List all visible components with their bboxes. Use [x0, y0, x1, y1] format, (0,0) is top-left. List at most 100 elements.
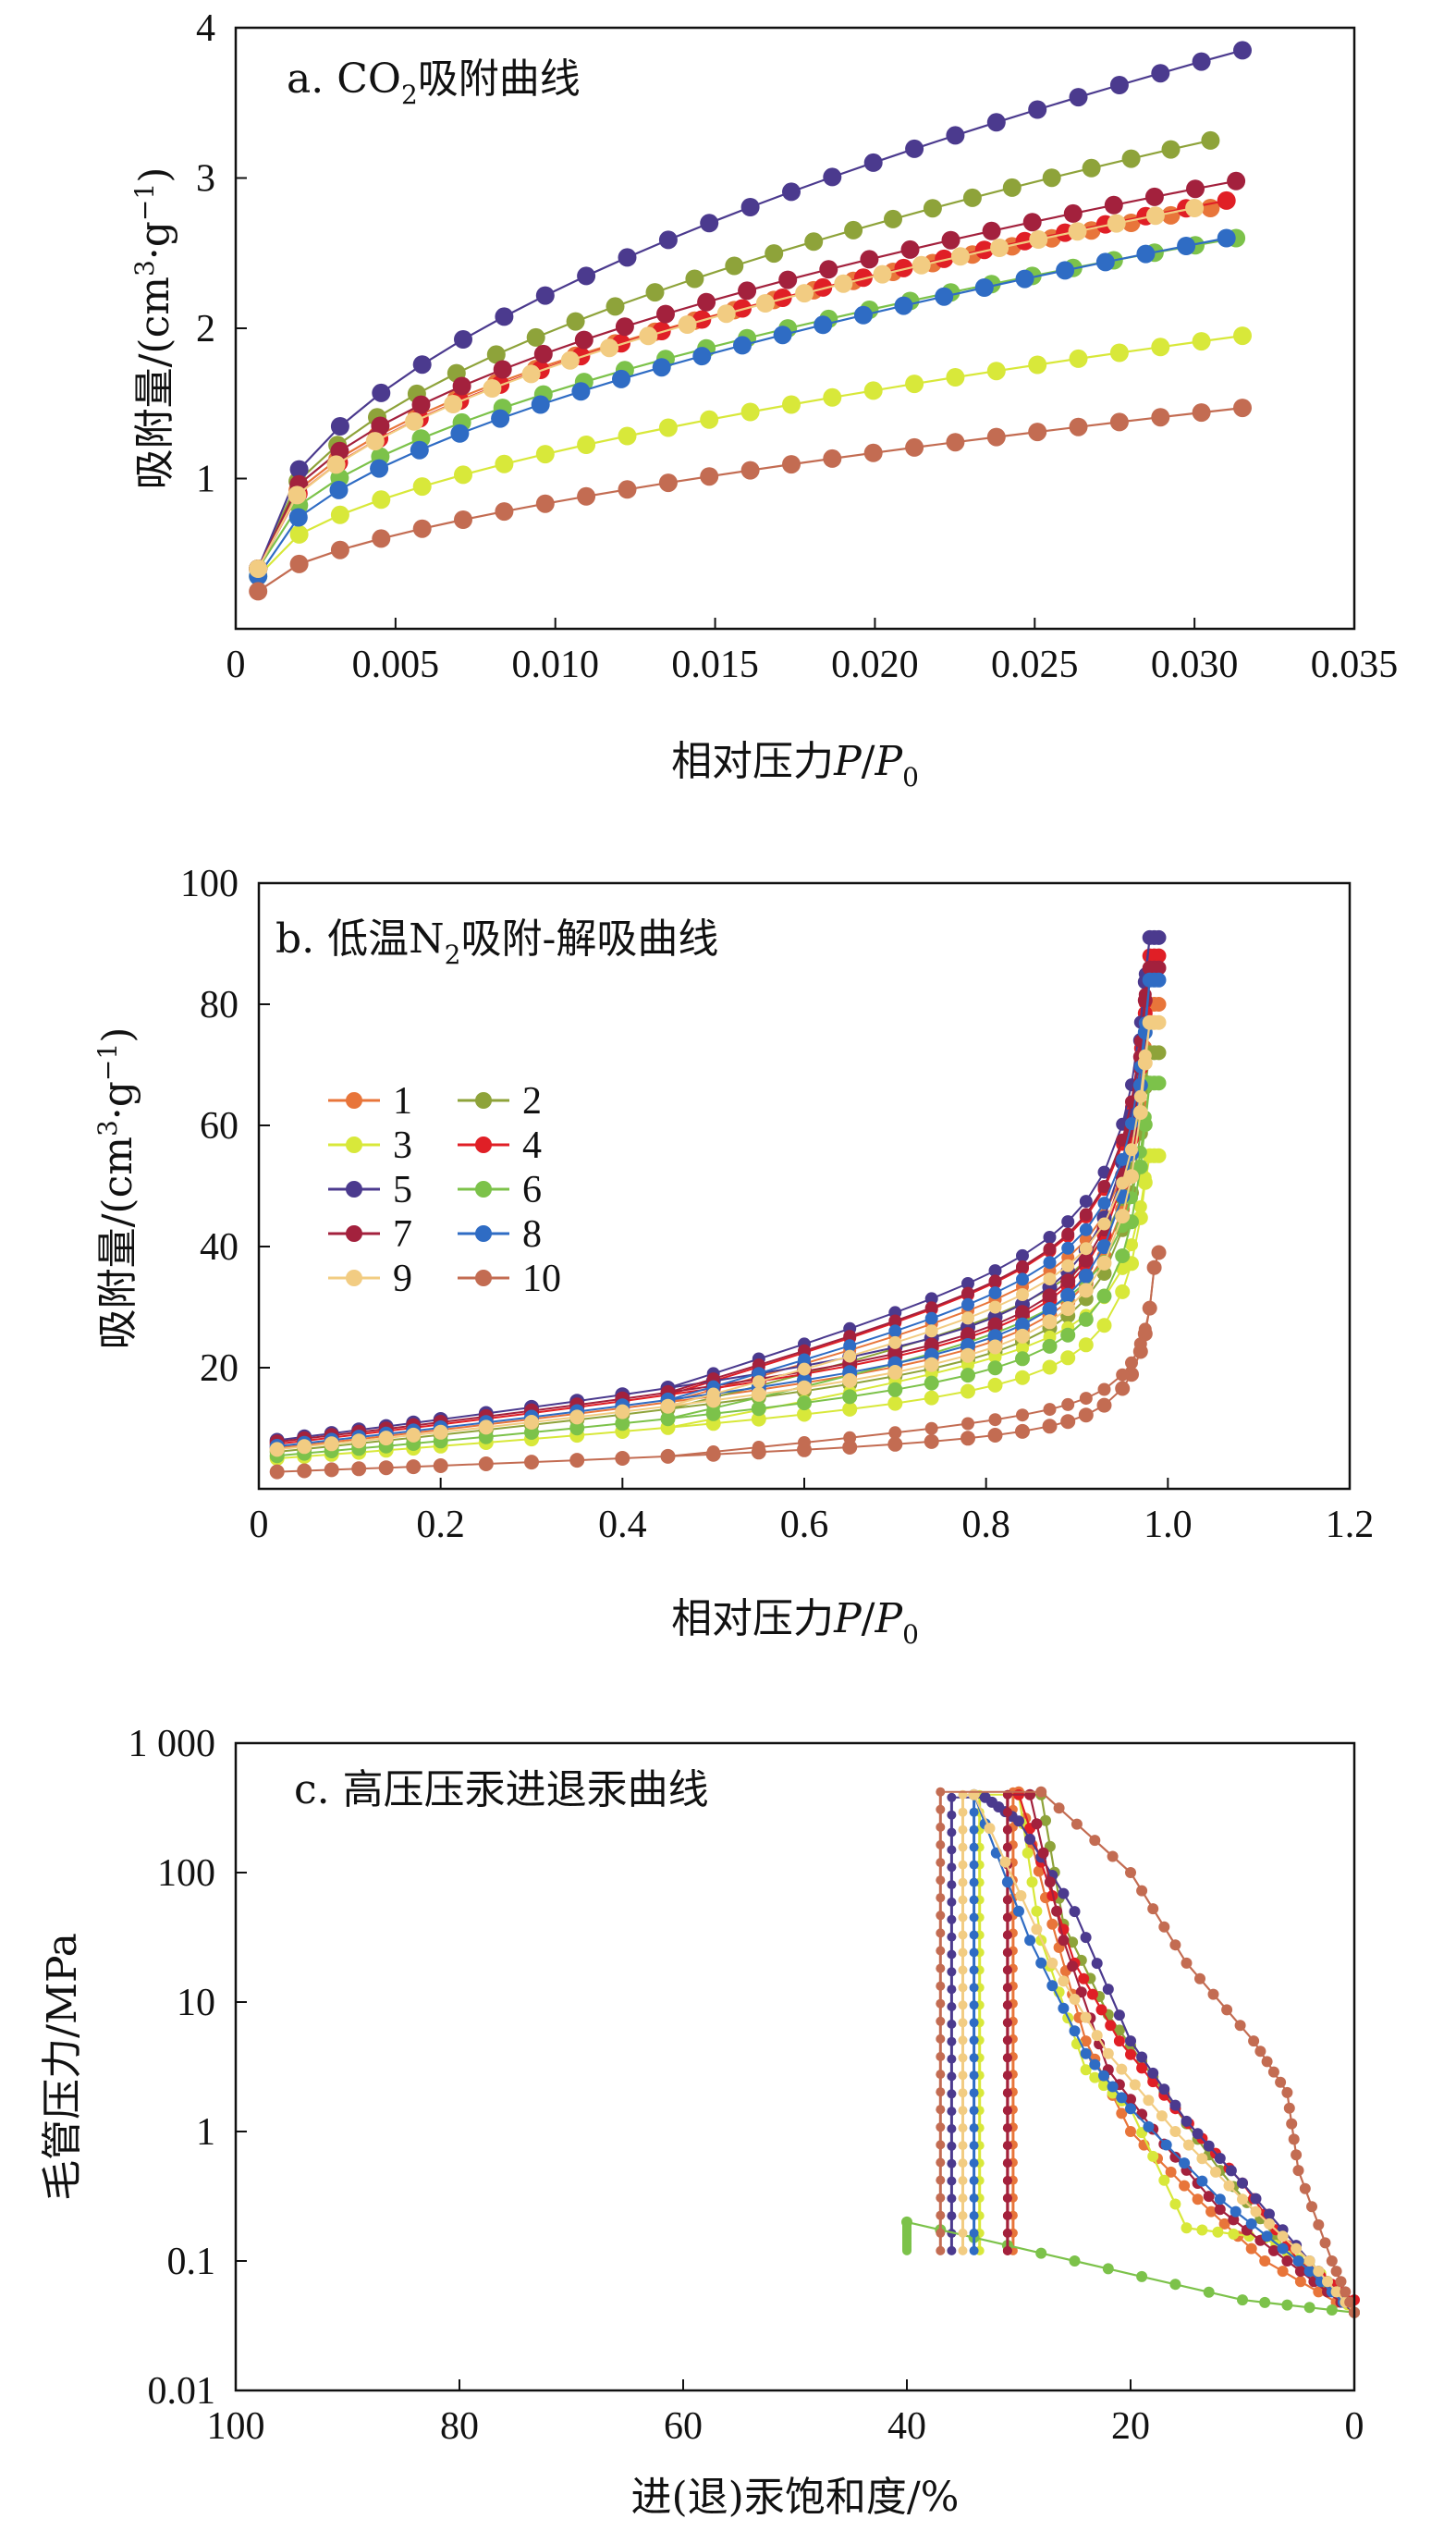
- data-point: [1291, 2149, 1303, 2161]
- x-tick-label: 0.4: [598, 1504, 647, 1546]
- data-point: [1069, 417, 1088, 436]
- data-point: [1143, 961, 1156, 975]
- data-point: [961, 1286, 974, 1300]
- legend-swatch-marker: [346, 1092, 362, 1109]
- legend-swatch-marker: [475, 1225, 492, 1242]
- data-point: [372, 383, 391, 402]
- data-point: [947, 1880, 957, 1890]
- data-point: [969, 1860, 979, 1870]
- data-point: [615, 317, 634, 337]
- data-point: [842, 1372, 858, 1388]
- data-point: [1181, 2222, 1193, 2234]
- data-point: [1179, 2180, 1191, 2192]
- data-point: [1179, 2157, 1191, 2169]
- data-point: [936, 1946, 946, 1956]
- data-point: [1063, 203, 1083, 223]
- data-point: [958, 1877, 968, 1887]
- data-point: [1089, 1835, 1101, 1847]
- data-point: [1152, 1246, 1166, 1259]
- data-point: [1002, 2070, 1012, 2081]
- data-point: [969, 2088, 979, 2098]
- x-tick-label: 0.030: [1151, 644, 1239, 686]
- data-point: [1089, 2071, 1101, 2083]
- data-point: [524, 1415, 539, 1430]
- legend-swatch-marker: [475, 1181, 492, 1198]
- x-tick-label: 40: [887, 2405, 926, 2448]
- data-point: [1002, 178, 1022, 197]
- data-point: [1058, 2002, 1070, 2014]
- data-point: [1095, 2004, 1107, 2016]
- data-point: [1015, 1328, 1030, 1344]
- data-point: [1102, 2263, 1114, 2275]
- data-point: [1015, 231, 1034, 251]
- data-point: [905, 375, 924, 394]
- data-point: [330, 417, 349, 436]
- data-point: [330, 540, 349, 559]
- data-point: [535, 494, 555, 513]
- data-point: [884, 209, 902, 228]
- data-point: [1024, 1935, 1036, 1947]
- data-point: [969, 2228, 979, 2238]
- data-point: [700, 467, 719, 486]
- data-point: [958, 2035, 968, 2046]
- data-point: [924, 1311, 938, 1325]
- data-point: [1306, 2201, 1317, 2213]
- data-point: [1031, 1923, 1043, 1935]
- data-point: [1105, 2020, 1117, 2032]
- data-point: [524, 1455, 539, 1470]
- data-point: [1205, 2205, 1217, 2218]
- data-point: [1292, 2255, 1304, 2267]
- data-point: [1245, 2242, 1257, 2255]
- data-point: [988, 1350, 1002, 1364]
- legend-swatch-marker: [346, 1181, 362, 1198]
- data-point: [1319, 2237, 1331, 2249]
- data-point: [969, 2158, 979, 2169]
- x-tick-label: 1.2: [1326, 1504, 1375, 1546]
- data-point: [486, 345, 506, 364]
- data-point: [843, 1349, 857, 1363]
- x-tick-label: 0.035: [1311, 644, 1399, 686]
- data-point: [905, 139, 924, 158]
- data-point: [1079, 1208, 1093, 1222]
- data-point: [987, 1428, 1003, 1443]
- data-point: [1254, 2046, 1266, 2058]
- data-point: [289, 460, 309, 479]
- data-point: [924, 1324, 938, 1338]
- series-9: [249, 199, 1205, 578]
- data-point: [958, 2193, 968, 2203]
- data-point: [493, 360, 512, 379]
- data-point: [1069, 88, 1088, 107]
- data-point: [733, 336, 752, 355]
- data-point: [1313, 2286, 1325, 2298]
- data-point: [1042, 168, 1061, 188]
- data-point: [454, 330, 472, 349]
- data-point: [961, 1311, 974, 1325]
- data-point: [1259, 2255, 1271, 2267]
- data-point: [969, 1983, 979, 1993]
- data-point: [1043, 1242, 1057, 1256]
- data-point: [1177, 237, 1196, 255]
- panel-c-mercury-intrusion: 100 80 60 40 20 0 0.01 0.1 1 10 100 1 000 c. 高压压汞进退…: [39, 1723, 1364, 2521]
- data-point: [615, 1416, 630, 1431]
- x-tick-label: 0.8: [961, 1504, 1010, 1546]
- data-point: [1125, 2094, 1136, 2106]
- data-point: [924, 1301, 938, 1315]
- data-point: [1015, 1305, 1030, 1321]
- data-point: [960, 1383, 975, 1399]
- data-point: [1143, 2120, 1155, 2132]
- legend-item-5: 5: [328, 1169, 412, 1211]
- x-tick-label: 0.025: [991, 644, 1079, 686]
- data-point: [947, 1914, 957, 1924]
- data-point: [969, 1912, 979, 1923]
- legend-item-10: 10: [458, 1258, 561, 1300]
- data-point: [658, 418, 678, 437]
- data-point: [1028, 355, 1047, 375]
- data-point: [1078, 1283, 1094, 1298]
- data-point: [1002, 2193, 1012, 2203]
- legend-label: 8: [522, 1213, 542, 1256]
- data-point: [1203, 2140, 1215, 2152]
- data-point: [288, 508, 308, 527]
- data-point: [1344, 2296, 1356, 2308]
- data-point: [1169, 2198, 1181, 2210]
- data-point: [1042, 1302, 1058, 1317]
